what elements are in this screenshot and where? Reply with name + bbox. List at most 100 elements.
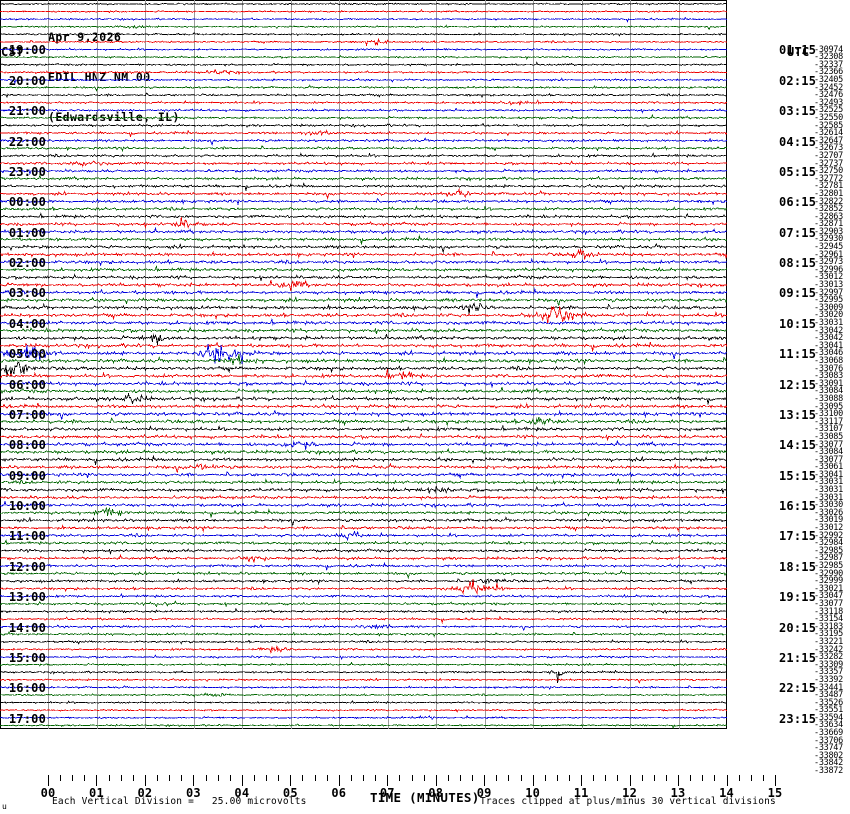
trace-offset-value: -33117 (814, 416, 843, 427)
trace-offset-value: -33046 (814, 348, 843, 359)
x-axis-minor-tick (121, 775, 122, 781)
cst-axis-caption: CST (1, 45, 24, 59)
x-axis-minor-tick (84, 775, 85, 781)
x-axis-tick-label: 03 (185, 786, 201, 800)
grid-lines (48, 0, 680, 729)
x-axis-major-tick (290, 775, 291, 786)
x-axis-minor-tick (545, 775, 546, 781)
x-axis-minor-tick (642, 775, 643, 781)
trace-offset-value: -32961 (814, 249, 843, 260)
trace-offset-value: -33309 (814, 659, 843, 670)
x-axis-minor-tick (351, 775, 352, 781)
x-axis-major-tick (581, 775, 582, 786)
utc-hour-label: 23:15 (779, 711, 817, 726)
trace-offset-value: -33195 (814, 629, 843, 640)
x-axis-minor-tick (169, 775, 170, 781)
trace-offset-value: -33021 (814, 583, 843, 594)
trace-offset-value: -32493 (814, 97, 843, 108)
micro-symbol: u (2, 802, 8, 811)
x-axis-minor-tick (327, 775, 328, 781)
trace-offset-value: -33802 (814, 750, 843, 761)
trace-offset-value: -33526 (814, 697, 843, 708)
utc-hour-label: 21:15 (779, 650, 817, 665)
x-axis-minor-tick (230, 775, 231, 781)
x-axis-minor-tick (375, 775, 376, 781)
cst-hour-label: 12:00 (8, 559, 46, 574)
x-axis-tick-label: 05 (282, 786, 298, 800)
trace-offset-value: -33020 (814, 310, 843, 321)
trace-offset-value: -32337 (814, 59, 843, 70)
x-axis-minor-tick (569, 775, 570, 781)
trace-offset-value: -33076 (814, 363, 843, 374)
trace-offset-value: -32550 (814, 112, 843, 123)
x-axis-tick-label: 06 (331, 786, 347, 800)
trace-offset-value: -33706 (814, 735, 843, 746)
x-axis-minor-tick (157, 775, 158, 781)
x-axis-minor-tick (133, 775, 134, 781)
utc-hour-label: 05:15 (779, 164, 817, 179)
trace-offset-value: -33084 (814, 447, 843, 458)
utc-hour-label: 20:15 (779, 620, 817, 635)
x-axis-minor-tick (508, 775, 509, 781)
x-axis-minor-tick (72, 775, 73, 781)
cst-hour-label: 23:00 (8, 164, 46, 179)
x-axis-minor-tick (690, 775, 691, 781)
x-axis-minor-tick (496, 775, 497, 781)
trace-offset-value: -33091 (814, 378, 843, 389)
x-axis-minor-tick (60, 775, 61, 781)
cst-hour-label: 04:00 (8, 316, 46, 331)
trace-offset-value: -32985 (814, 545, 843, 556)
x-axis-minor-tick (315, 775, 316, 781)
trace-offset-value: -33842 (814, 758, 843, 769)
trace-offset-value: -33634 (814, 720, 843, 731)
trace-offset-value: -32990 (814, 568, 843, 579)
trace-offset-value: -32903 (814, 226, 843, 237)
x-axis-major-tick (387, 775, 388, 786)
cst-hour-axis: 19:00 20:00 21:00 22:00 23:00 00:00 01:00 02:00… (0, 43, 46, 775)
utc-hour-label: 09:15 (779, 286, 817, 301)
cst-hour-label: 03:00 (8, 286, 46, 301)
vertical-division-scale-text: Each Vertical Division = 25.00 microvolt… (52, 796, 307, 807)
trace-offset-value: -32647 (814, 135, 843, 146)
utc-hour-label: 02:15 (779, 73, 817, 88)
x-axis-tick-label: 15 (767, 786, 783, 800)
trace-offset-value: -32996 (814, 264, 843, 275)
cst-hour-label: 01:00 (8, 225, 46, 240)
trace-offset-value: -32707 (814, 150, 843, 161)
trace-offset-value: -32308 (814, 52, 843, 63)
utc-hour-label: 12:15 (779, 377, 817, 392)
trace-offset-value: -33031 (814, 492, 843, 503)
cst-hour-label: 19:00 (8, 43, 46, 58)
x-axis-minor-tick (593, 775, 594, 781)
x-axis-minor-tick (412, 775, 413, 781)
helicorder-plot[interactable] (0, 0, 727, 729)
x-axis-minor-tick (702, 775, 703, 781)
cst-hour-label: 16:00 (8, 681, 46, 696)
utc-hour-label: 10:15 (779, 316, 817, 331)
utc-hour-label: 13:15 (779, 407, 817, 422)
x-axis-minor-tick (448, 775, 449, 781)
x-axis-major-tick (193, 775, 194, 786)
trace-offset-value: -33041 (814, 469, 843, 480)
plot-footer: u Each Vertical Division = 25.00 microvo… (0, 790, 850, 814)
trace-offset-value: -33357 (814, 667, 843, 678)
trace-offset-value: -33747 (814, 743, 843, 754)
trace-offset-value: -33084 (814, 386, 843, 397)
trace-offset-value: -33183 (814, 621, 843, 632)
trace-offset-value: -33077 (814, 439, 843, 450)
x-axis-minor-tick (363, 775, 364, 781)
trace-offset-value: -33030 (814, 500, 843, 511)
trace-offset-value: -32772 (814, 173, 843, 184)
trace-offset-value: -32945 (814, 242, 843, 253)
trace-offset-value: -32973 (814, 257, 843, 268)
trace-offset-value: -32801 (814, 188, 843, 199)
trace-offset-value: -33487 (814, 690, 843, 701)
utc-hour-label: 17:15 (779, 529, 817, 544)
trace-offset-value: -32985 (814, 561, 843, 572)
trace-offset-value: -32930 (814, 234, 843, 245)
trace-offset-value: -33013 (814, 280, 843, 291)
x-axis-minor-tick (521, 775, 522, 781)
x-axis-minor-tick (399, 775, 400, 781)
trace-offset-value: -32781 (814, 181, 843, 192)
x-axis-minor-tick (278, 775, 279, 781)
